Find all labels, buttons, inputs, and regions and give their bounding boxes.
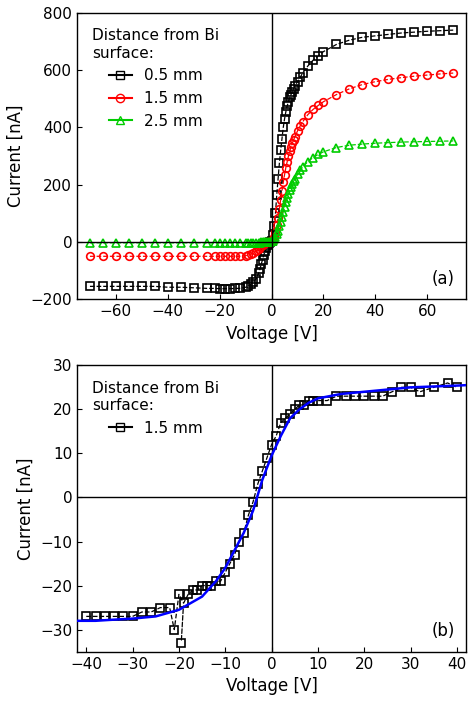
Y-axis label: Current [nA]: Current [nA] <box>7 105 25 207</box>
Y-axis label: Current [nA]: Current [nA] <box>17 457 35 559</box>
1.5 mm <box>83 612 89 621</box>
1.5 mm <box>445 379 450 388</box>
2.5 mm <box>399 138 404 146</box>
1.5 mm <box>237 252 243 260</box>
0.5 mm <box>265 241 271 250</box>
2.5 mm <box>295 170 301 178</box>
2.5 mm <box>212 239 218 247</box>
X-axis label: Voltage [V]: Voltage [V] <box>226 324 318 343</box>
0.5 mm <box>297 73 303 81</box>
2.5 mm <box>450 137 456 145</box>
1.5 mm <box>87 252 93 260</box>
1.5 mm <box>267 238 273 246</box>
2.5 mm <box>267 238 273 246</box>
2.5 mm <box>264 238 269 246</box>
X-axis label: Voltage [V]: Voltage [V] <box>226 677 318 695</box>
Line: 0.5 mm: 0.5 mm <box>86 26 457 293</box>
1.5 mm <box>273 432 279 440</box>
1.5 mm <box>295 126 301 135</box>
1.5 mm <box>297 401 302 409</box>
Text: (a): (a) <box>431 270 455 288</box>
1.5 mm <box>450 69 456 77</box>
1.5 mm <box>264 238 269 246</box>
1.5 mm <box>454 383 460 392</box>
1.5 mm <box>212 252 218 260</box>
Line: 2.5 mm: 2.5 mm <box>86 137 457 246</box>
Line: 1.5 mm: 1.5 mm <box>82 379 461 633</box>
1.5 mm <box>334 392 339 400</box>
2.5 mm <box>87 239 93 247</box>
0.5 mm <box>269 237 274 245</box>
0.5 mm <box>87 282 93 291</box>
0.5 mm <box>191 284 197 292</box>
1.5 mm <box>93 612 99 621</box>
1.5 mm <box>172 625 177 634</box>
0.5 mm <box>217 284 222 293</box>
Legend: 1.5 mm: 1.5 mm <box>85 373 227 443</box>
0.5 mm <box>450 26 456 34</box>
0.5 mm <box>399 29 404 37</box>
Line: 1.5 mm: 1.5 mm <box>86 69 457 260</box>
0.5 mm <box>212 284 218 293</box>
Text: (b): (b) <box>431 622 455 640</box>
1.5 mm <box>399 74 404 82</box>
1.5 mm <box>222 568 228 576</box>
Legend: 0.5 mm, 1.5 mm, 2.5 mm: 0.5 mm, 1.5 mm, 2.5 mm <box>85 20 227 136</box>
2.5 mm <box>237 239 243 247</box>
1.5 mm <box>287 409 293 418</box>
